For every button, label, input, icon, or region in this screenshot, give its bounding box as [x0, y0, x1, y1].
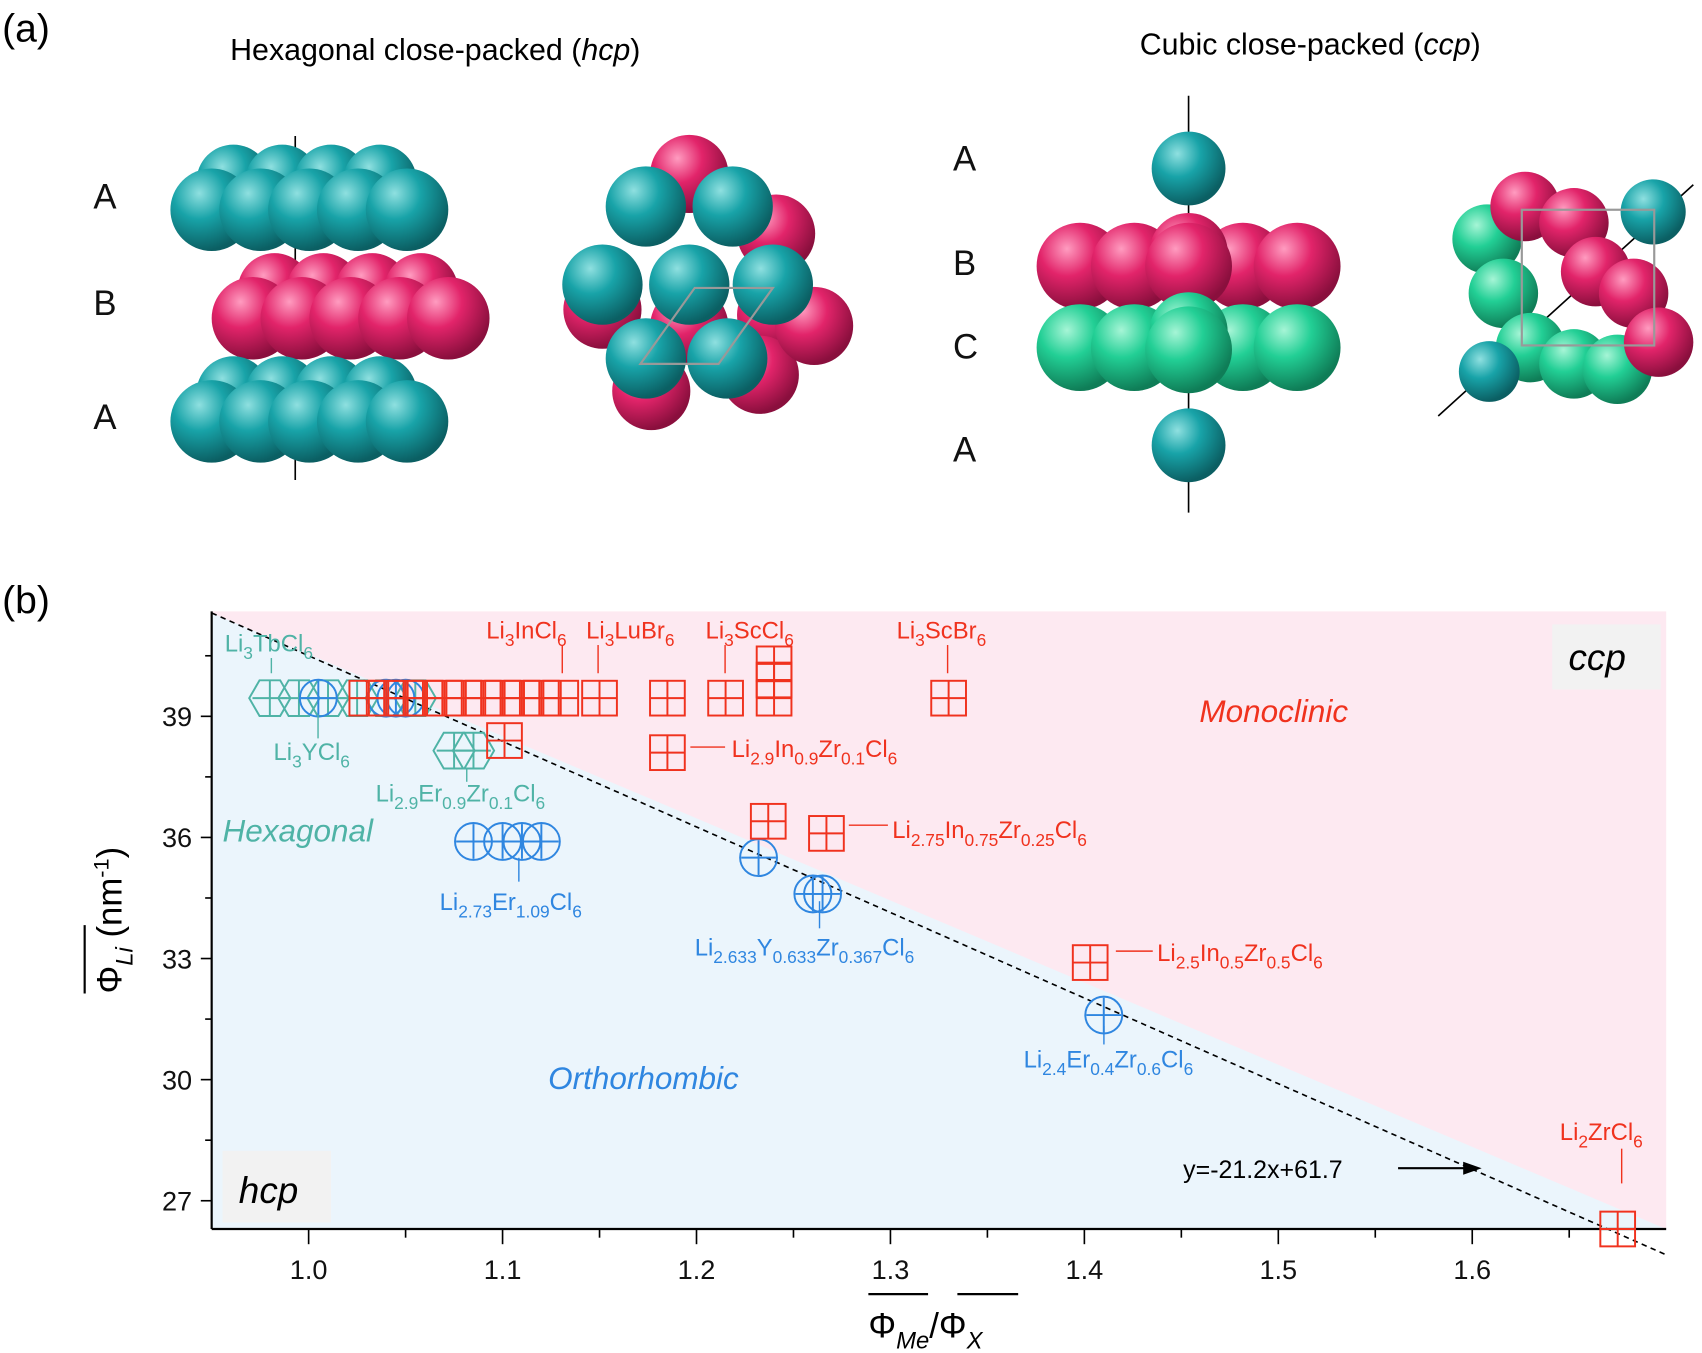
monoclinic-marker — [707, 679, 744, 717]
atom-sphere — [1151, 131, 1226, 206]
monoclinic-marker — [649, 734, 686, 772]
compound-label: Li2.5In0.5Zr0.5Cl6 — [1157, 940, 1323, 973]
panel-b-label: (b) — [2, 580, 50, 623]
x-tick-label: 1.6 — [1453, 1254, 1491, 1285]
y-tick-label: 33 — [162, 943, 192, 974]
monoclinic-marker — [1599, 1210, 1637, 1248]
compound-label: Li2.9Er0.9Zr0.1Cl6 — [376, 780, 546, 813]
monoclinic-marker — [749, 802, 787, 840]
x-tick-label: 1.5 — [1259, 1254, 1297, 1285]
hcp-layer-label: B — [93, 285, 116, 323]
atom-sphere — [1151, 408, 1226, 483]
compound-label: Li3YCl6 — [274, 739, 350, 772]
hexagonal-marker — [451, 731, 496, 770]
atom-sphere — [1145, 222, 1232, 310]
ccp-layer-label: A — [953, 141, 977, 179]
y-axis-label: ΦLi (nm-1) — [89, 847, 139, 994]
compound-label: Li3ScCl6 — [706, 618, 794, 651]
monoclinic-marker — [542, 679, 580, 717]
orthorhombic-marker — [803, 874, 842, 914]
panel-a: (a) Hexagonal close-packed (hcp) Cubic c… — [2, 8, 1694, 513]
monoclinic-marker — [930, 679, 967, 717]
hcp-layer-label: A — [93, 179, 117, 217]
y-tick-label: 30 — [162, 1064, 192, 1095]
monoclinic-marker — [755, 645, 793, 683]
monoclinic-marker — [486, 722, 523, 759]
atom-sphere — [605, 318, 687, 399]
atom-sphere — [649, 244, 730, 325]
hexagonal-label: Hexagonal — [223, 813, 374, 848]
hexagon-mark — [248, 679, 292, 718]
monoclinic-marker — [581, 679, 618, 717]
ccp-label: ccp — [1568, 637, 1625, 678]
orthorhombic-marker — [521, 822, 561, 861]
compound-label: Li2.633Y0.633Zr0.367Cl6 — [695, 934, 915, 967]
atom-sphere — [605, 166, 687, 247]
atom-sphere — [365, 168, 449, 251]
orthorhombic-label: Orthorhombic — [548, 1061, 739, 1096]
atom-sphere — [1253, 222, 1341, 310]
atom-sphere — [562, 244, 643, 325]
ccp-box — [1552, 624, 1661, 690]
x-tick-label: 1.2 — [678, 1254, 716, 1285]
hcp-title: Hexagonal close-packed (hcp) — [230, 33, 640, 67]
hcp-box — [222, 1150, 332, 1223]
compound-label: Li3LuBr6 — [586, 618, 674, 651]
orthorhombic-marker — [739, 838, 778, 878]
fit-arrowhead — [1463, 1161, 1482, 1175]
x-tick-label: 1.0 — [290, 1254, 328, 1285]
atom-sphere — [1145, 306, 1232, 394]
monoclinic-marker — [808, 815, 845, 852]
monoclinic-label: Monoclinic — [1199, 694, 1348, 729]
orthorhombic-marker — [298, 678, 338, 718]
hexagonal-marker — [248, 679, 292, 718]
scatter-plot: ccp hcp Monoclinic Hexagonal Orthorhombic 1.0… — [83, 611, 1667, 1353]
atom-sphere — [1253, 304, 1341, 392]
compound-label: Li3ScBr6 — [897, 618, 987, 651]
sphere-models — [170, 95, 1694, 513]
compound-label: Li3InCl6 — [486, 618, 566, 651]
atom-sphere — [407, 277, 490, 360]
hcp-label: hcp — [239, 1170, 298, 1211]
fit-line — [211, 612, 1667, 1256]
monoclinic-marker — [649, 679, 686, 717]
x-axis-label: ΦMe/ΦX — [868, 1308, 983, 1353]
atom-sphere — [692, 166, 773, 247]
circle-mark — [803, 874, 842, 914]
y-tick-label: 27 — [162, 1186, 192, 1217]
atom-sphere — [687, 318, 768, 399]
ccp-layer-label: A — [953, 432, 977, 470]
hexagon-mark — [451, 731, 496, 770]
compound-label: Li2.73Er1.09Cl6 — [440, 889, 582, 922]
fit-equation: y=-21.2x+61.7 — [1183, 1156, 1343, 1184]
x-tick-label: 1.3 — [872, 1254, 910, 1285]
circle-mark — [521, 822, 561, 861]
ccp-layer-label: C — [953, 328, 978, 366]
atom-sphere — [1623, 307, 1694, 377]
y-tick-label: 39 — [162, 701, 192, 732]
compound-label: Li2.9In0.9Zr0.1Cl6 — [732, 736, 898, 769]
atom-sphere — [1458, 341, 1520, 402]
compound-label: Li2.75In0.75Zr0.25Cl6 — [892, 817, 1087, 850]
hcp-region — [211, 612, 1667, 1229]
x-tick-label: 1.4 — [1066, 1254, 1104, 1285]
panel-a-label: (a) — [2, 8, 50, 51]
compound-label: Li2ZrCl6 — [1560, 1119, 1643, 1152]
ccp-title: Cubic close-packed (ccp) — [1140, 28, 1481, 62]
monoclinic-marker — [1071, 944, 1109, 981]
compound-label: Li3TbCl6 — [225, 631, 313, 664]
atom-sphere — [732, 244, 814, 325]
hexagon-mark — [277, 679, 321, 718]
ccp-layer-label: B — [953, 245, 976, 283]
y-tick-label: 36 — [162, 822, 192, 853]
atom-sphere — [365, 380, 449, 463]
unit-cell-outline — [638, 286, 775, 365]
hcp-layer-label: A — [93, 399, 117, 437]
unit-cell-outline — [1520, 208, 1656, 347]
x-tick-label: 1.1 — [484, 1254, 522, 1285]
compound-label: Li2.4Er0.4Zr0.6Cl6 — [1024, 1046, 1194, 1079]
